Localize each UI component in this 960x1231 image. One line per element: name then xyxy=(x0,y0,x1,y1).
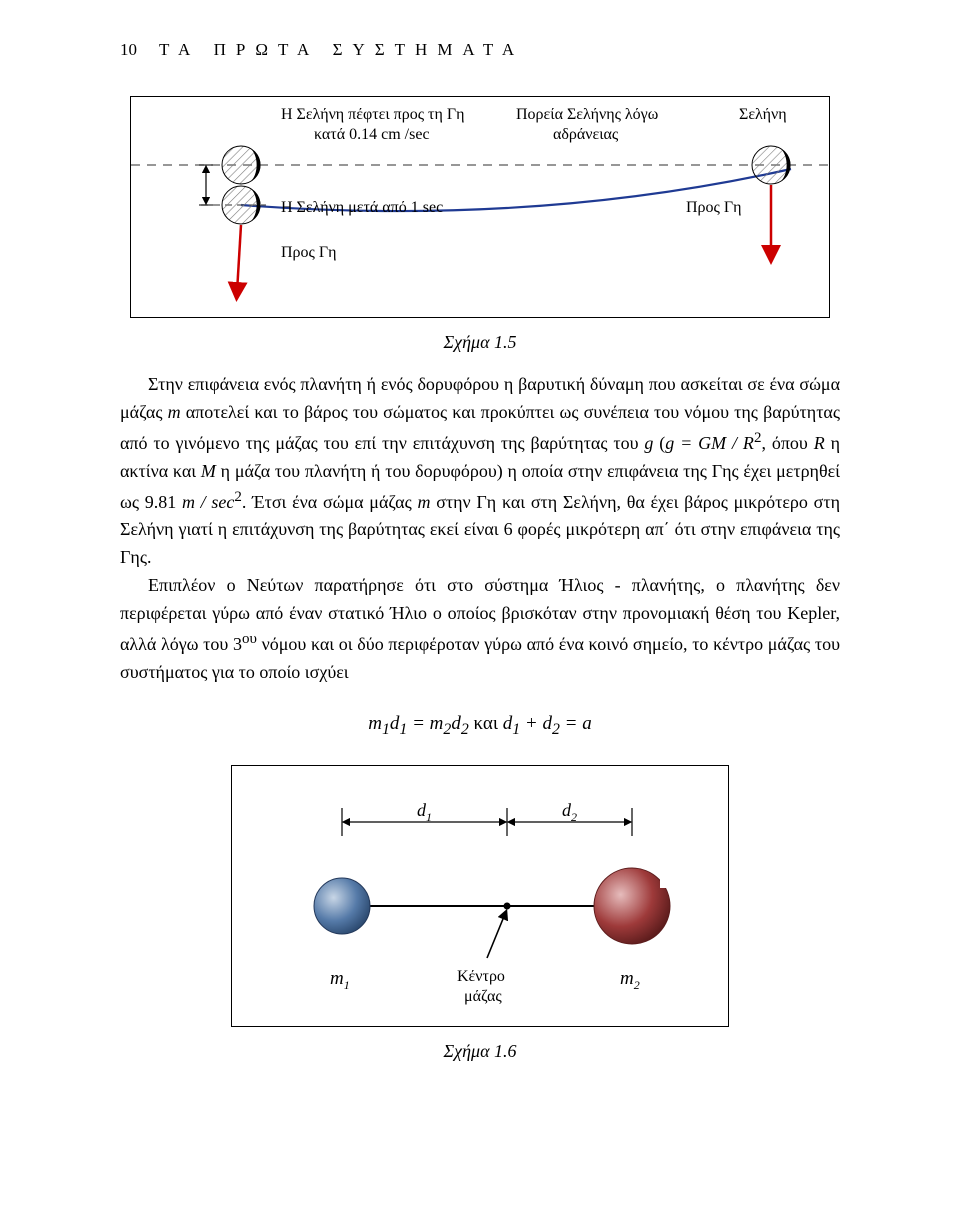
fig1-label-falls-1: Η Σελήνη πέφτει προς τη Γη xyxy=(281,106,464,123)
f-and: και xyxy=(469,713,503,734)
f-m1: m xyxy=(368,713,382,734)
body-text: Στην επιφάνεια ενός πλανήτη ή ενός δορυφ… xyxy=(120,371,840,687)
fig1-label-moon-after: Η Σελήνη μετά από 1 sec xyxy=(281,199,443,216)
p1-t12: m / sec xyxy=(182,492,234,512)
figure-1-6-wrap: d1 d2 m1 Κέντρο μάζας m2 xyxy=(230,765,730,1027)
p1-t5: ( xyxy=(653,433,665,453)
paragraph-1: Στην επιφάνεια ενός πλανήτη ή ενός δορυφ… xyxy=(120,371,840,572)
formula: m1d1 = m2d2 και d1 + d2 = a xyxy=(120,713,840,739)
p1-t14: m xyxy=(417,492,430,512)
page-number: 10 xyxy=(120,40,137,60)
paragraph-2: Επιπλέον ο Νεύτων παρατήρησε ότι στο σύσ… xyxy=(120,572,840,687)
p1-t8: R xyxy=(814,433,825,453)
page: 10 ΤΑ ΠΡΩΤΑ ΣΥΣΤΗΜΑΤΑ xyxy=(0,0,960,1120)
page-header: 10 ΤΑ ΠΡΩΤΑ ΣΥΣΤΗΜΑΤΑ xyxy=(120,40,840,60)
fig1-label-falls-2: κατά 0.14 cm /sec xyxy=(314,126,430,143)
p1-t12sup: 2 xyxy=(234,489,242,505)
fig2-m1: m1 xyxy=(330,968,350,992)
f-plus: + xyxy=(520,713,542,734)
fig2-m2: m2 xyxy=(620,968,640,992)
fig1-label-towards-earth-l: Προς Γη xyxy=(281,244,337,261)
figure-1-6: d1 d2 m1 Κέντρο μάζας m2 xyxy=(231,765,729,1027)
figure-1-5-caption: Σχήμα 1.5 xyxy=(120,332,840,353)
f-d1: d xyxy=(390,713,400,734)
figure-1-5-svg: Η Σελήνη πέφτει προς τη Γη κατά 0.14 cm … xyxy=(131,97,829,317)
figure-1-6-svg: d1 d2 m1 Κέντρο μάζας m2 xyxy=(232,766,730,1026)
fig1-label-moon: Σελήνη xyxy=(739,106,787,123)
fig1-label-inertia-2: αδράνειας xyxy=(553,126,619,143)
f-d1b: d xyxy=(503,713,513,734)
p1-t13: . Έτσι ένα σώμα μάζας xyxy=(242,492,418,512)
f-eqa: = a xyxy=(560,713,592,734)
fig1-label-inertia-1: Πορεία Σελήνης λόγω xyxy=(516,106,658,123)
p1-t10: M xyxy=(201,461,216,481)
p2-t1sup: ου xyxy=(242,631,257,647)
fig2-center-1: Κέντρο xyxy=(457,968,505,985)
p1-t7: , όπου xyxy=(761,433,813,453)
fig2-center-2: μάζας xyxy=(464,988,502,1005)
section-title: ΤΑ ΠΡΩΤΑ ΣΥΣΤΗΜΑΤΑ xyxy=(159,40,524,60)
f-eq1: = xyxy=(407,713,429,734)
f-d2b: d xyxy=(542,713,552,734)
f-m2: m xyxy=(430,713,444,734)
fig1-label-towards-earth-r: Προς Γη xyxy=(686,199,742,216)
figure-1-6-caption: Σχήμα 1.6 xyxy=(120,1041,840,1062)
figure-1-5: Η Σελήνη πέφτει προς τη Γη κατά 0.14 cm … xyxy=(130,96,830,318)
f-d2: d xyxy=(451,713,461,734)
p1-t2: m xyxy=(168,402,181,422)
fig2-d1: d1 xyxy=(417,800,432,824)
p1-t6: g = GM / R xyxy=(665,433,754,453)
fig2-d2: d2 xyxy=(562,800,577,824)
